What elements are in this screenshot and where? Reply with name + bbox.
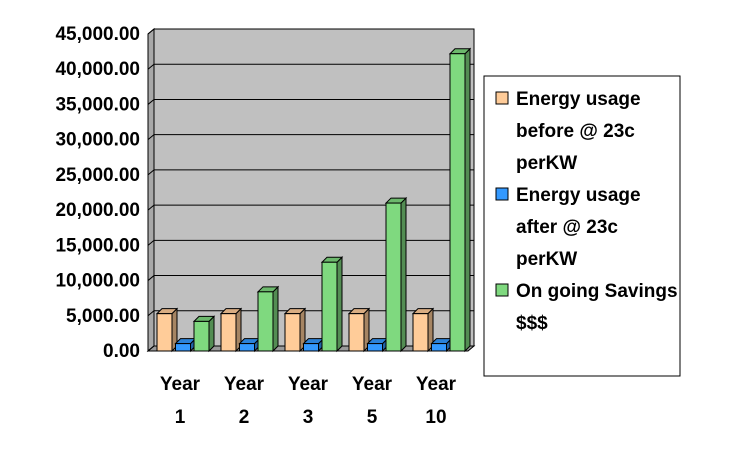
gridline <box>147 204 474 211</box>
gridline <box>147 28 474 35</box>
legend: Energy usage before @ 23c perKW Energy usag… <box>483 75 681 377</box>
x-category-label: Year 5 <box>352 374 393 428</box>
bar <box>448 47 472 353</box>
legend-swatch <box>495 187 509 201</box>
legend-item: On going Savings $$$ <box>495 281 678 334</box>
bar-side <box>464 47 471 353</box>
legend-swatch <box>495 91 509 105</box>
bar <box>411 307 435 353</box>
bar <box>192 315 216 353</box>
x-axis-category-labels: Year 1 Year 2 Year 3 Year 5 Year 10 <box>160 374 457 428</box>
legend-swatch <box>495 283 509 297</box>
bar <box>366 337 389 353</box>
bar-side <box>272 285 279 353</box>
bar-front <box>367 343 383 352</box>
y-tick-label: 15,000.00 <box>55 235 140 256</box>
bar-side <box>208 315 215 353</box>
bar-front <box>303 343 319 352</box>
bar <box>155 307 179 353</box>
y-axis-tick-labels: 0.00 5,000.00 10,000.00 15,000.00 20,000.00 2… <box>55 24 140 362</box>
bar-side <box>400 196 407 353</box>
bar <box>384 196 408 353</box>
y-tick-label: 35,000.00 <box>55 94 140 115</box>
x-category-label: Year 3 <box>288 374 329 428</box>
bars <box>155 47 472 353</box>
gridline <box>147 169 474 176</box>
plot-back-wall <box>153 28 475 347</box>
gridline <box>147 239 474 246</box>
bar <box>219 307 243 353</box>
bar-front <box>239 343 255 352</box>
gridline <box>147 98 474 105</box>
bar-front <box>449 53 466 352</box>
gridline <box>147 63 474 70</box>
y-tick-label: 5,000.00 <box>66 306 140 327</box>
bar-front <box>156 313 173 352</box>
bar-front <box>348 313 365 352</box>
y-tick-label: 40,000.00 <box>55 59 140 80</box>
x-category-label: Year 10 <box>416 374 457 428</box>
bar-front <box>431 343 447 352</box>
legend-label: Energy usage after @ 23c perKW <box>516 185 641 270</box>
x-category-label: Year 1 <box>160 374 201 428</box>
plot-side-wall <box>147 27 155 353</box>
y-tick-label: 25,000.00 <box>55 165 140 186</box>
bar-front <box>284 313 301 352</box>
bar-front <box>220 313 237 352</box>
bar <box>238 337 261 353</box>
bar <box>174 337 197 353</box>
bar <box>320 256 344 353</box>
bar <box>430 337 453 353</box>
y-tick-label: 20,000.00 <box>55 200 140 221</box>
bar <box>302 337 325 353</box>
bar-front <box>321 261 338 352</box>
bar-front <box>257 291 274 352</box>
bar <box>256 285 280 353</box>
bar-front <box>385 202 402 352</box>
gridline <box>147 134 474 141</box>
bar-side <box>336 256 343 353</box>
legend-item: Energy usage before @ 23c perKW <box>495 89 641 174</box>
plot-area <box>146 27 476 353</box>
bar <box>283 307 307 353</box>
legend-item: Energy usage after @ 23c perKW <box>495 185 641 270</box>
x-category-label: Year 2 <box>224 374 265 428</box>
legend-box <box>483 75 681 377</box>
bar-front <box>412 313 429 352</box>
bar <box>347 307 371 353</box>
legend-label: Energy usage before @ 23c perKW <box>516 89 641 174</box>
y-tick-label: 0.00 <box>103 341 140 362</box>
gridline <box>147 275 474 281</box>
y-tick-label: 10,000.00 <box>55 271 140 292</box>
bar-front <box>193 320 210 352</box>
y-tick-label: 45,000.00 <box>55 24 140 45</box>
y-tick-label: 30,000.00 <box>55 130 140 151</box>
legend-label: On going Savings $$$ <box>516 281 678 334</box>
bar-front <box>175 343 191 352</box>
